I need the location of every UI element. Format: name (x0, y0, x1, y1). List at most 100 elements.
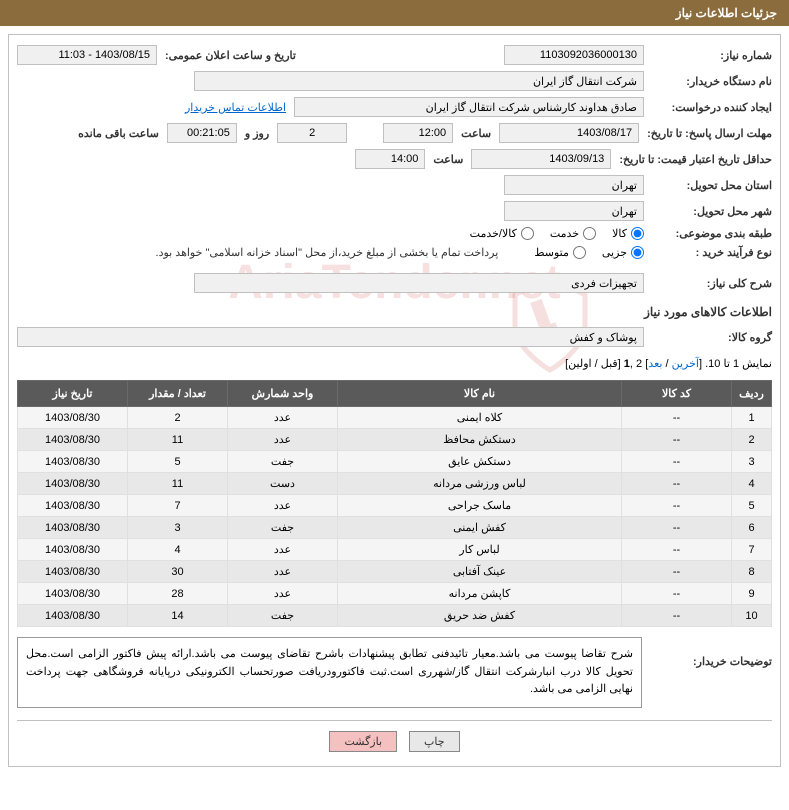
response-time-field: 12:00 (383, 123, 453, 143)
page-title: جزئیات اطلاعات نیاز (676, 6, 777, 20)
radio-service[interactable] (583, 227, 596, 240)
table-cell: کاپشن مردانه (338, 583, 622, 605)
buyer-org-value: شرکت انتقال گاز ایران (533, 75, 637, 88)
table-cell: 1403/08/30 (18, 451, 128, 473)
back-button[interactable]: بازگشت (329, 731, 397, 752)
purchase-type-radio-group: جزیی متوسط (534, 246, 644, 259)
radio-goods-label[interactable]: کالا (612, 227, 644, 240)
table-cell: عدد (228, 561, 338, 583)
requester-value: صادق هداوند کارشناس شرکت انتقال گاز ایرا… (426, 101, 637, 114)
table-row: 3--دستکش عایقجفت51403/08/30 (18, 451, 772, 473)
table-cell: دست (228, 473, 338, 495)
table-row: 10--کفش ضد حریقجفت141403/08/30 (18, 605, 772, 627)
table-cell: 2 (128, 407, 228, 429)
table-cell: جفت (228, 605, 338, 627)
table-row: 6--کفش ایمنیجفت31403/08/30 (18, 517, 772, 539)
contact-buyer-link[interactable]: اطلاعات تماس خریدار (185, 101, 286, 114)
pagination-last-link[interactable]: آخرین (672, 358, 699, 370)
table-cell: 9 (732, 583, 772, 605)
buyer-org-label: نام دستگاه خریدار: (652, 75, 772, 88)
table-cell: عدد (228, 429, 338, 451)
radio-partial-label[interactable]: جزیی (602, 246, 644, 259)
page-header: جزئیات اطلاعات نیاز (0, 0, 789, 26)
need-number-value: 1103092036000130 (540, 49, 637, 61)
days-and-label: روز و (245, 127, 269, 140)
table-cell: 7 (128, 495, 228, 517)
radio-goods-text: کالا (612, 227, 627, 240)
th-code: کد کالا (622, 381, 732, 407)
response-date-field: 1403/08/17 (499, 123, 639, 143)
radio-medium-label[interactable]: متوسط (534, 246, 586, 259)
table-cell: 4 (128, 539, 228, 561)
table-cell: 1403/08/30 (18, 605, 128, 627)
table-row: 7--لباس کارعدد41403/08/30 (18, 539, 772, 561)
goods-group-value: پوشاک و کفش (570, 331, 637, 344)
general-desc-value: تجهیزات فردی (571, 277, 637, 290)
pagination-next-link[interactable]: بعد (648, 358, 662, 370)
general-desc-field: تجهیزات فردی (194, 273, 644, 293)
table-cell: 1403/08/30 (18, 561, 128, 583)
need-number-label: شماره نیاز: (652, 49, 772, 62)
row-city: شهر محل تحویل: تهران (17, 201, 772, 221)
goods-section-title: اطلاعات کالاهای مورد نیاز (17, 305, 772, 319)
table-cell: 6 (732, 517, 772, 539)
province-value: تهران (612, 179, 637, 192)
table-cell: دستکش محافظ (338, 429, 622, 451)
pagination-sep2: ] 2 , (630, 358, 648, 370)
table-cell: -- (622, 517, 732, 539)
row-buyer-notes: توضیحات خریدار: شرح تقاضا پیوست می باشد.… (17, 637, 772, 708)
radio-goods[interactable] (631, 227, 644, 240)
goods-group-label: گروه کالا: (652, 331, 772, 344)
table-cell: -- (622, 583, 732, 605)
th-name: نام کالا (338, 381, 622, 407)
table-cell: 1403/08/30 (18, 583, 128, 605)
pagination-sep3: [قبل / اولین] (565, 358, 624, 370)
table-cell: -- (622, 451, 732, 473)
table-cell: 5 (732, 495, 772, 517)
table-cell: 30 (128, 561, 228, 583)
hours-left-value: 00:21:05 (187, 127, 230, 139)
table-cell: عدد (228, 407, 338, 429)
radio-medium[interactable] (573, 246, 586, 259)
announce-date-label: تاریخ و ساعت اعلان عمومی: (165, 49, 296, 62)
purchase-note: پرداخت تمام یا بخشی از مبلغ خرید،از محل … (156, 246, 499, 259)
th-unit: واحد شمارش (228, 381, 338, 407)
table-cell: جفت (228, 517, 338, 539)
row-buyer-org: نام دستگاه خریدار: شرکت انتقال گاز ایران (17, 71, 772, 91)
announce-date-value: 1403/08/15 - 11:03 (58, 49, 150, 61)
days-left-value: 2 (309, 127, 315, 139)
table-body: 1--کلاه ایمنیعدد21403/08/302--دستکش محاف… (18, 407, 772, 627)
subject-class-radio-group: کالا خدمت کالا/خدمت (470, 227, 644, 240)
radio-partial[interactable] (631, 246, 644, 259)
table-cell: 2 (732, 429, 772, 451)
city-value: تهران (612, 205, 637, 218)
table-cell: 11 (128, 473, 228, 495)
radio-medium-text: متوسط (534, 246, 569, 259)
days-left-field: 2 (277, 123, 347, 143)
time-label-1: ساعت (461, 127, 491, 140)
general-desc-label: شرح کلی نیاز: (652, 277, 772, 290)
print-button[interactable]: چاپ (409, 731, 460, 752)
buyer-notes-text: شرح تقاضا پیوست می باشد.معیار تائیدفنی ت… (26, 648, 633, 695)
purchase-type-label: نوع فرآیند خرید : (652, 246, 772, 259)
row-province: استان محل تحویل: تهران (17, 175, 772, 195)
table-cell: -- (622, 407, 732, 429)
row-subject-class: طبقه بندی موضوعی: کالا خدمت کالا/خدمت (17, 227, 772, 240)
table-row: 5--ماسک جراحیعدد71403/08/30 (18, 495, 772, 517)
radio-both[interactable] (521, 227, 534, 240)
table-cell: 1403/08/30 (18, 495, 128, 517)
table-cell: 5 (128, 451, 228, 473)
radio-both-label[interactable]: کالا/خدمت (470, 227, 534, 240)
table-row: 8--عینک آفتابیعدد301403/08/30 (18, 561, 772, 583)
table-cell: کلاه ایمنی (338, 407, 622, 429)
radio-service-label[interactable]: خدمت (550, 227, 596, 240)
response-time-value: 12:00 (419, 127, 447, 139)
pagination-sep1: / (662, 358, 671, 370)
table-cell: 3 (128, 517, 228, 539)
table-cell: جفت (228, 451, 338, 473)
table-cell: -- (622, 473, 732, 495)
table-cell: ماسک جراحی (338, 495, 622, 517)
table-cell: 1403/08/30 (18, 517, 128, 539)
goods-table: ردیف کد کالا نام کالا واحد شمارش تعداد /… (17, 380, 772, 627)
th-row: ردیف (732, 381, 772, 407)
